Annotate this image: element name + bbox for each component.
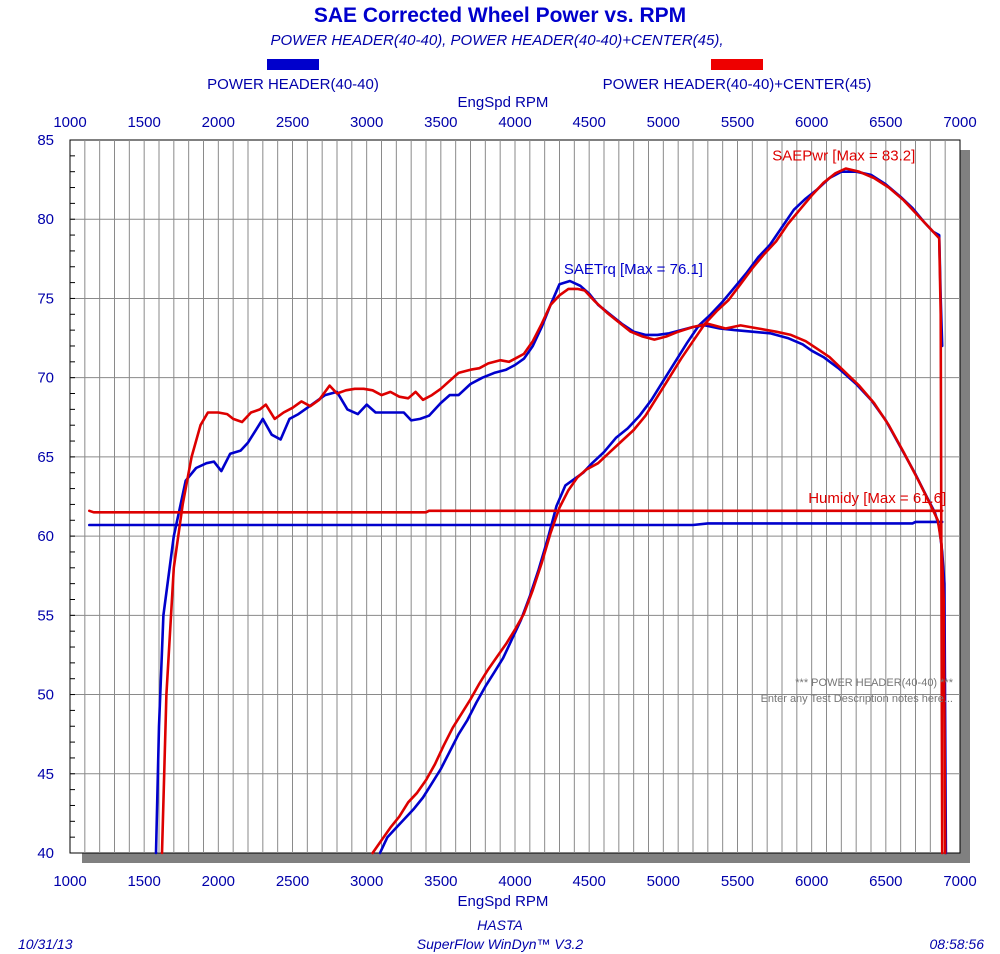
- x-tick-label-bottom: 5500: [721, 873, 754, 890]
- y-tick-label: 55: [37, 607, 54, 624]
- annotation-label: SAETrq [Max = 76.1]: [564, 261, 703, 278]
- x-tick-label-bottom: 3500: [424, 873, 457, 890]
- x-tick-label-bottom: 1000: [53, 873, 86, 890]
- y-tick-label: 75: [37, 290, 54, 307]
- x-tick-label-bottom: 2000: [202, 873, 235, 890]
- plot-shadow-right: [960, 150, 970, 863]
- axis-tick-labels: 1000 1000 1500 1500 2000 2000 2500 2500 3000 3000…: [37, 114, 976, 890]
- x-tick-label-top: 6000: [795, 114, 828, 131]
- y-tick-label: 70: [37, 370, 54, 387]
- plot-shadow-bottom: [82, 853, 970, 863]
- x-tick-label-top: 4500: [572, 114, 605, 131]
- annotation-label: SAEPwr [Max = 83.2]: [772, 148, 915, 165]
- legend-label-run2: POWER HEADER(40-40)+CENTER(45): [603, 76, 872, 93]
- x-tick-label-top: 6500: [869, 114, 902, 131]
- y-tick-label: 60: [37, 528, 54, 545]
- x-tick-label-top: 2000: [202, 114, 235, 131]
- footer-software: SuperFlow WinDyn™ V3.2: [417, 936, 584, 952]
- x-axis-title-bottom: EngSpd RPM: [458, 893, 549, 910]
- x-tick-label-bottom: 2500: [276, 873, 309, 890]
- series-lines: [88, 167, 948, 855]
- chart-title: SAE Corrected Wheel Power vs. RPM: [314, 4, 686, 27]
- x-tick-label-bottom: 5000: [647, 873, 680, 890]
- series-line-humidy-run1: [88, 520, 944, 527]
- x-tick-label-top: 5000: [647, 114, 680, 131]
- series-annotations: SAETrq [Max = 76.1] SAEPwr [Max = 83.2] Hu…: [564, 148, 946, 507]
- grid-lines: [70, 140, 960, 853]
- y-tick-label: 85: [37, 132, 54, 149]
- x-tick-label-top: 2500: [276, 114, 309, 131]
- x-tick-label-top: 1500: [127, 114, 160, 131]
- y-tick-label: 80: [37, 211, 54, 228]
- legend-swatch-run2: [711, 59, 763, 70]
- x-tick-label-top: 5500: [721, 114, 754, 131]
- x-tick-label-bottom: 6500: [869, 873, 902, 890]
- y-tick-label: 40: [37, 845, 54, 862]
- footer-date: 10/31/13: [18, 936, 73, 952]
- x-tick-label-top: 4000: [498, 114, 531, 131]
- x-tick-label-top: 3500: [424, 114, 457, 131]
- footer-time: 08:58:56: [930, 936, 985, 952]
- x-tick-label-top: 1000: [53, 114, 86, 131]
- test-notes-line2: Enter any Test Description notes here...: [761, 693, 953, 705]
- x-tick-label-bottom: 1500: [127, 873, 160, 890]
- y-tick-label: 45: [37, 766, 54, 783]
- series-line-humidy-run2: [88, 509, 944, 514]
- x-tick-label-bottom: 4500: [572, 873, 605, 890]
- x-tick-label-top: 3000: [350, 114, 383, 131]
- footer-operator: HASTA: [477, 917, 523, 933]
- x-tick-label-bottom: 4000: [498, 873, 531, 890]
- y-tick-label: 50: [37, 687, 54, 704]
- series-line-saetrq-run2: [160, 287, 947, 855]
- x-tick-label-bottom: 3000: [350, 873, 383, 890]
- legend-label-run1: POWER HEADER(40-40): [207, 76, 379, 93]
- x-tick-label-top: 7000: [943, 114, 976, 131]
- annotation-label: Humidy [Max = 61.6]: [808, 490, 946, 507]
- y-tick-label: 65: [37, 449, 54, 466]
- x-tick-label-bottom: 6000: [795, 873, 828, 890]
- series-line-saetrq-run1: [154, 279, 948, 855]
- x-axis-title-top: EngSpd RPM: [458, 94, 549, 111]
- test-notes-line1: *** POWER HEADER(40-40) ***: [795, 677, 953, 689]
- chart-subtitle: POWER HEADER(40-40), POWER HEADER(40-40)…: [270, 32, 723, 49]
- legend-swatch-run1: [267, 59, 319, 70]
- series-line-saepwr-run2: [371, 167, 944, 855]
- x-tick-label-bottom: 7000: [943, 873, 976, 890]
